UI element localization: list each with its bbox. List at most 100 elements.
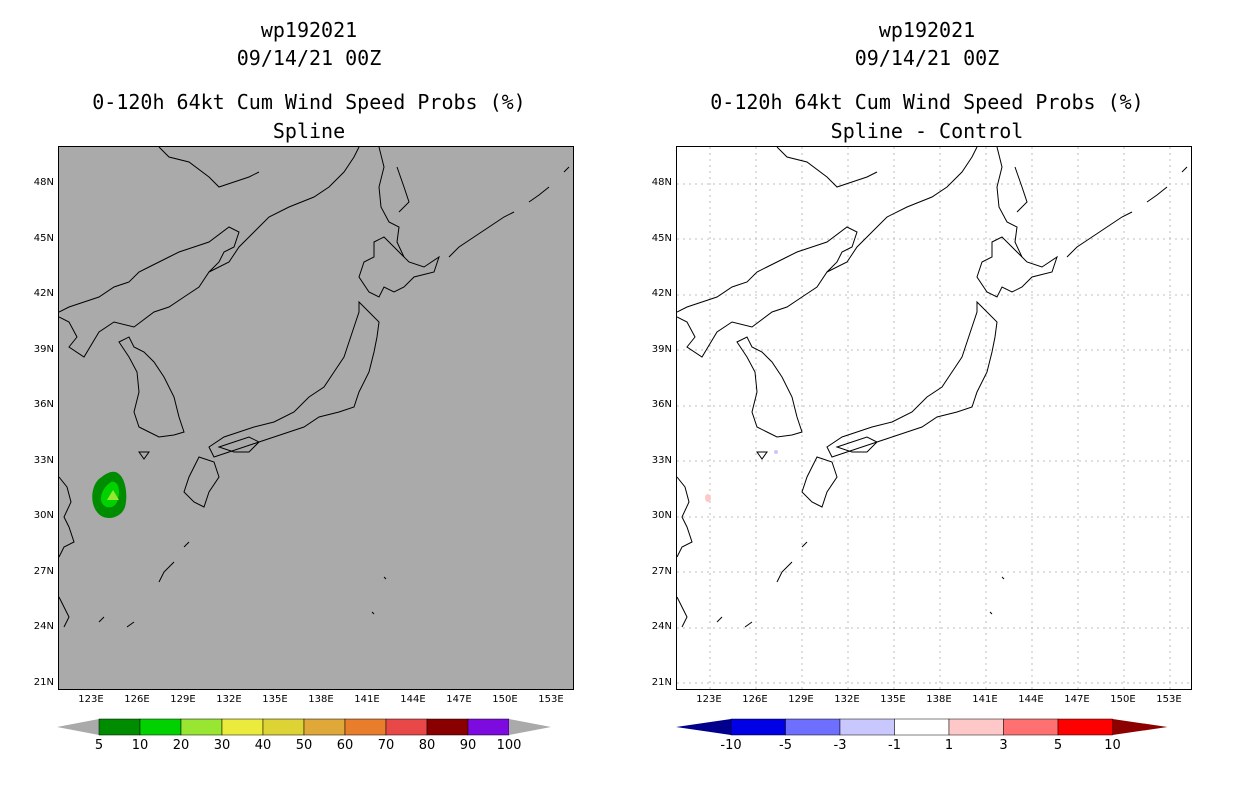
lon-label: 147E [1064,694,1090,705]
colorbar-label: 100 [496,738,522,753]
lon-label: 141E [972,694,998,705]
colorbar-swatch [730,718,786,736]
right-map-svg [677,147,1191,689]
colorbar-label: 10 [131,738,149,753]
colorbar-swatch [894,718,950,736]
lat-label: 36N [33,399,54,410]
lat-label: 21N [651,676,672,688]
colorbar-swatch [1003,718,1059,736]
lat-label: 48N [651,177,672,188]
colorbar-label: -1 [888,738,901,753]
lat-label: 21N [33,676,54,688]
colorbar-end-low [57,719,99,735]
colorbar-swatch [785,718,841,736]
prob-contour-20 [107,490,119,500]
left-map-svg [59,147,570,628]
lat-label: 36N [651,399,672,410]
colorbar-label: -3 [833,738,847,753]
left-colorbar-svg [57,718,551,736]
lon-label: 141E [354,694,380,705]
left-storm-id: wp192021 [260,18,358,42]
colorbar-label: 3 [999,738,1008,753]
colorbar-swatch [467,718,510,736]
left-subtitle: Spline [272,119,346,143]
colorbar-swatch [839,718,895,736]
lat-label: 33N [651,454,672,466]
left-datetime: 09/14/21 00Z [236,46,382,70]
lon-label: 144E [1018,694,1044,705]
right-product-title: 0-120h 64kt Cum Wind Speed Probs (%) [710,90,1144,114]
lat-label: 42N [651,288,672,299]
lon-label: 147E [446,694,472,705]
left-map-panel [58,146,574,690]
right-subtitle: Spline - Control [830,119,1024,143]
lat-label: 24N [33,621,54,632]
right-storm-id: wp192021 [878,18,976,42]
lon-label: 123E [696,694,722,705]
left-product-title: 0-120h 64kt Cum Wind Speed Probs (%) [92,90,526,114]
lon-label: 129E [170,694,196,705]
colorbar-label: 30 [213,738,231,753]
colorbar-label: 5 [94,738,104,753]
lon-label: 150E [1110,694,1136,705]
lat-label: 27N [33,565,54,577]
colorbar-end-low [676,719,731,735]
colorbar-swatch [180,718,223,736]
right-colorbar-svg [676,718,1168,736]
lon-label: 123E [78,694,104,705]
lat-label: 30N [651,510,672,521]
lat-label: 24N [651,621,672,632]
lat-label: 39N [33,343,54,355]
colorbar-swatch [344,718,387,736]
lon-label: 129E [788,694,814,705]
colorbar-label: 80 [418,738,436,753]
colorbar-swatch [1057,718,1113,736]
colorbar-label: 50 [295,738,313,753]
colorbar-end-high [509,719,551,735]
colorbar-swatch [139,718,182,736]
colorbar-swatch [948,718,1004,736]
colorbar-label: 10 [1104,738,1121,753]
prob-contour-10 [101,481,119,508]
lat-label: 48N [33,177,54,188]
lon-label: 144E [400,694,426,705]
colorbar-label: 90 [459,738,477,753]
lon-label: 126E [124,694,150,705]
coastlines [59,147,570,628]
colorbar-swatch [385,718,428,736]
colorbar-swatch [221,718,264,736]
right-map-panel [676,146,1192,690]
diff-positive-patch [705,494,711,502]
lat-label: 45N [33,232,54,244]
lat-label: 27N [651,565,672,577]
colorbar-swatch [303,718,346,736]
colorbar-label: 5 [1053,738,1063,753]
colorbar-label: 60 [336,738,354,753]
colorbar-label: 70 [377,738,395,753]
lon-label: 126E [742,694,768,705]
colorbar-end-high [1112,719,1168,735]
colorbar-label: 40 [254,738,272,753]
colorbar-swatch [426,718,469,736]
coastlines [677,147,1188,628]
diff-negative-patch [774,450,778,454]
grid-lines [677,147,1191,689]
lon-label: 153E [1156,694,1182,705]
colorbar-swatch [98,718,141,736]
right-datetime: 09/14/21 00Z [854,46,1000,70]
colorbar-label: 20 [172,738,190,753]
lon-label: 153E [538,694,564,705]
lon-label: 135E [262,694,288,705]
lat-label: 39N [651,343,672,355]
colorbar-label: -10 [720,738,742,753]
lon-label: 138E [308,694,334,705]
colorbar-label: -5 [779,738,792,753]
lon-label: 138E [926,694,952,705]
colorbar-label: 1 [944,738,954,753]
lat-label: 33N [33,454,54,466]
lon-label: 132E [216,694,242,705]
lon-label: 150E [492,694,518,705]
lat-label: 30N [33,510,54,521]
lon-label: 135E [880,694,906,705]
lon-label: 132E [834,694,860,705]
